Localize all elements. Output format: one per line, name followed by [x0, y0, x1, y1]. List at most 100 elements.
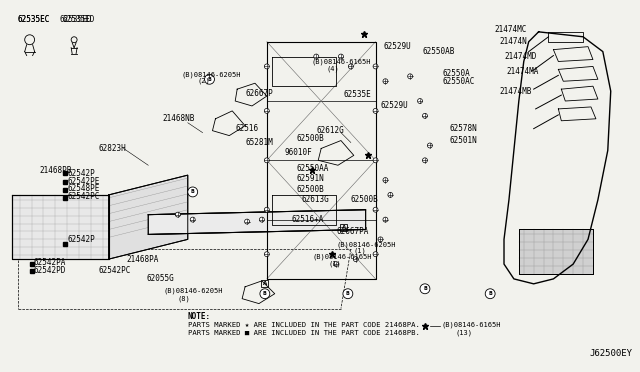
Text: 62542PE: 62542PE: [67, 177, 100, 186]
Circle shape: [353, 257, 358, 262]
Text: 62516: 62516: [236, 124, 259, 133]
Polygon shape: [519, 230, 593, 274]
Text: 96010F: 96010F: [285, 148, 312, 157]
Text: B: B: [488, 291, 492, 296]
Circle shape: [333, 262, 339, 267]
Circle shape: [383, 177, 388, 183]
Circle shape: [264, 207, 269, 212]
Circle shape: [420, 284, 430, 294]
Text: 62613G: 62613G: [301, 195, 329, 204]
Circle shape: [383, 79, 388, 84]
Text: (13): (13): [456, 329, 472, 336]
Text: B: B: [207, 77, 211, 82]
Text: B: B: [346, 291, 349, 296]
Circle shape: [422, 158, 428, 163]
Text: A: A: [342, 225, 346, 230]
Text: 62578N: 62578N: [450, 124, 477, 133]
Text: (B)08146-6205H: (B)08146-6205H: [163, 288, 223, 294]
Text: 21474MD: 21474MD: [504, 52, 536, 61]
Text: 21474MA: 21474MA: [506, 67, 538, 76]
Text: B: B: [423, 286, 427, 291]
Text: 62542PC: 62542PC: [99, 266, 131, 275]
Circle shape: [348, 64, 353, 69]
Text: 62542P: 62542P: [67, 169, 95, 178]
Text: 62550AB: 62550AB: [423, 47, 455, 56]
Circle shape: [373, 108, 378, 113]
Text: B: B: [263, 291, 267, 296]
Circle shape: [408, 74, 413, 79]
Text: 62542PD: 62542PD: [34, 266, 66, 275]
Text: 62500B: 62500B: [296, 186, 324, 195]
Bar: [261, 280, 268, 287]
Circle shape: [260, 289, 270, 299]
Text: 21468NB: 21468NB: [162, 114, 195, 123]
Text: (B)08146-6165H: (B)08146-6165H: [442, 321, 501, 328]
Circle shape: [259, 217, 264, 222]
Text: 62055G: 62055G: [147, 275, 174, 283]
Text: 21474MC: 21474MC: [494, 25, 527, 34]
Text: (1): (1): [328, 261, 341, 267]
Text: 62548PE: 62548PE: [67, 185, 100, 193]
Text: A: A: [263, 281, 267, 286]
Text: (1): (1): [354, 248, 367, 254]
Text: (2): (2): [198, 78, 211, 84]
Text: 62591N: 62591N: [296, 174, 324, 183]
Text: 65281M: 65281M: [245, 138, 273, 147]
Circle shape: [485, 289, 495, 299]
Polygon shape: [109, 175, 188, 259]
Text: 62667PA: 62667PA: [336, 227, 369, 236]
Text: 21468PA: 21468PA: [127, 254, 159, 264]
Text: 62535ED: 62535ED: [62, 16, 95, 25]
Circle shape: [388, 192, 393, 198]
Text: (B)08146-6165H: (B)08146-6165H: [312, 254, 372, 260]
Text: 62500B: 62500B: [351, 195, 379, 204]
Text: 62529U: 62529U: [383, 42, 411, 51]
Circle shape: [422, 113, 428, 118]
Text: 62612G: 62612G: [316, 126, 344, 135]
Text: NOTE:: NOTE:: [188, 312, 211, 321]
Circle shape: [373, 158, 378, 163]
Circle shape: [343, 289, 353, 299]
Bar: [340, 224, 348, 231]
Circle shape: [373, 64, 378, 69]
Text: 21468PB: 21468PB: [40, 166, 72, 175]
Text: 62550AA: 62550AA: [296, 164, 329, 173]
Text: 21474MB: 21474MB: [499, 87, 531, 96]
Text: 62535ED: 62535ED: [60, 16, 92, 25]
Text: 62535EC: 62535EC: [18, 16, 50, 25]
Circle shape: [188, 187, 198, 197]
Circle shape: [264, 64, 269, 69]
Text: 62501N: 62501N: [450, 136, 477, 145]
Circle shape: [264, 158, 269, 163]
Text: PARTS MARKED ★ ARE INCLUDED IN THE PART CODE 21468PA.: PARTS MARKED ★ ARE INCLUDED IN THE PART …: [188, 323, 420, 328]
Circle shape: [383, 217, 388, 222]
Circle shape: [264, 252, 269, 257]
Text: 62542PC: 62542PC: [67, 192, 100, 201]
Circle shape: [244, 219, 250, 224]
Text: 62550A: 62550A: [443, 69, 470, 78]
Polygon shape: [148, 210, 365, 234]
Text: B: B: [191, 189, 195, 195]
Circle shape: [339, 54, 344, 59]
Circle shape: [264, 108, 269, 113]
Circle shape: [428, 143, 433, 148]
Polygon shape: [12, 195, 109, 259]
Circle shape: [190, 217, 195, 222]
Text: PARTS MARKED ■ ARE INCLUDED IN THE PART CODE 21468PB.: PARTS MARKED ■ ARE INCLUDED IN THE PART …: [188, 330, 420, 336]
Text: 62542PA: 62542PA: [34, 257, 66, 267]
Text: 62667P: 62667P: [245, 89, 273, 97]
Text: 62542P: 62542P: [67, 235, 95, 244]
Text: 62535E: 62535E: [344, 90, 372, 99]
Text: 21474N: 21474N: [499, 37, 527, 46]
Text: 62823H: 62823H: [99, 144, 127, 153]
Circle shape: [175, 212, 180, 217]
Text: 62550AC: 62550AC: [443, 77, 475, 86]
Text: (B)08146-6205H: (B)08146-6205H: [336, 241, 396, 247]
Text: (8): (8): [178, 295, 191, 302]
Text: (4): (4): [326, 65, 339, 72]
Text: 62516+A: 62516+A: [292, 215, 324, 224]
Text: 62535EC: 62535EC: [18, 16, 50, 25]
Text: J62500EY: J62500EY: [589, 349, 632, 357]
Text: 62529U: 62529U: [380, 102, 408, 110]
Circle shape: [373, 207, 378, 212]
